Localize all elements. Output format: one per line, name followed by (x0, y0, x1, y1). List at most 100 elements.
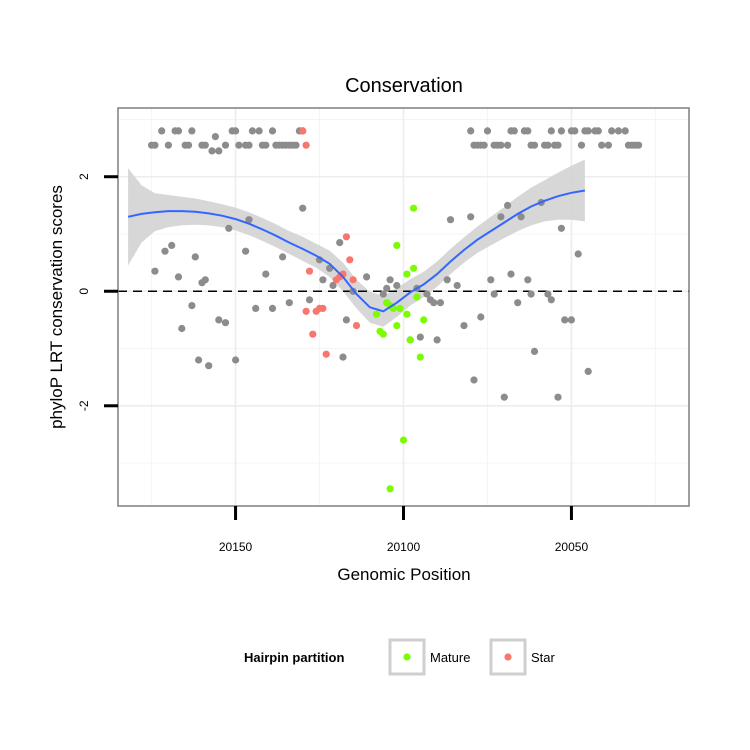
point-other (480, 141, 488, 149)
point-other (621, 127, 629, 135)
point-star (352, 322, 361, 330)
point-other (379, 290, 387, 298)
point-other (423, 290, 431, 298)
point-other (215, 147, 223, 155)
point-other (490, 290, 498, 298)
point-other (151, 267, 159, 275)
legend-label-star: Star (531, 650, 556, 665)
x-axis-title: Genomic Position (337, 565, 470, 584)
point-other (614, 127, 623, 135)
point-other (211, 133, 219, 141)
point-other (571, 127, 579, 135)
point-other (557, 127, 566, 135)
point-other (433, 336, 441, 344)
point-other (208, 147, 216, 155)
point-other (514, 299, 522, 307)
point-other (446, 216, 455, 224)
point-other (547, 296, 555, 304)
point-other (497, 141, 505, 149)
point-other (500, 393, 508, 401)
point-mature (396, 304, 404, 312)
point-mature (373, 310, 381, 318)
point-other (430, 299, 438, 307)
point-other (544, 290, 552, 298)
point-other (221, 319, 230, 327)
point-other (164, 141, 172, 149)
point-star (346, 256, 354, 264)
point-other (184, 141, 193, 149)
point-other (221, 141, 230, 149)
point-mature (410, 264, 418, 272)
point-star (309, 330, 317, 338)
point-mature (393, 241, 401, 249)
y-axis-title: phyloP LRT conservation scores (47, 185, 66, 429)
point-other (201, 276, 209, 284)
legend-swatch-star (504, 653, 512, 661)
point-other (527, 290, 535, 298)
point-mature (420, 316, 428, 324)
x-tick-label: 20150 (219, 540, 253, 554)
point-star (299, 127, 307, 135)
point-other (477, 313, 485, 321)
point-other (242, 247, 250, 255)
point-other (225, 224, 233, 232)
point-other (191, 253, 199, 261)
point-star (305, 267, 314, 275)
point-other (232, 356, 240, 364)
point-other (554, 393, 562, 401)
point-other (504, 201, 512, 209)
point-other (530, 347, 539, 355)
point-other (507, 270, 515, 278)
point-other (188, 127, 196, 135)
point-star (322, 350, 330, 358)
point-mature (413, 293, 421, 301)
legend-entry-star: Star (489, 638, 556, 676)
point-other (574, 250, 582, 258)
x-tick-label: 20100 (387, 540, 421, 554)
point-other (577, 141, 586, 149)
point-mature (403, 310, 411, 318)
point-other (195, 356, 203, 364)
point-other (151, 141, 159, 149)
legend-label-mature: Mature (430, 650, 470, 665)
point-other (386, 276, 394, 284)
point-other (268, 127, 277, 135)
point-other (635, 141, 643, 149)
point-mature (406, 336, 414, 344)
point-other (393, 281, 401, 290)
point-other (168, 241, 176, 249)
point-mature (410, 204, 418, 212)
point-other (443, 276, 451, 284)
point-other (460, 322, 468, 330)
point-other (279, 253, 287, 261)
point-other (268, 304, 277, 312)
point-other (497, 213, 505, 221)
point-other (554, 141, 562, 149)
point-other (245, 141, 253, 149)
point-other (299, 204, 307, 212)
point-mature (386, 485, 394, 493)
legend: Hairpin partition Mature Star (244, 638, 556, 676)
point-other (158, 127, 166, 135)
legend-swatch-mature (403, 653, 411, 661)
point-mature (416, 353, 424, 361)
point-other (174, 273, 183, 281)
point-star (342, 233, 350, 241)
point-other (161, 247, 169, 255)
point-mature (379, 330, 387, 338)
plot-panel (117, 107, 690, 507)
point-other (329, 281, 337, 290)
point-other (467, 127, 475, 135)
point-other (342, 316, 350, 324)
point-other (487, 276, 495, 284)
point-other (255, 127, 263, 135)
point-other (530, 141, 539, 149)
point-other (205, 362, 213, 370)
point-star (319, 304, 327, 312)
point-other (547, 127, 555, 135)
legend-entry-mature: Mature (388, 638, 470, 676)
y-tick-label: 0 (77, 288, 91, 295)
point-other (524, 127, 532, 135)
point-star (349, 276, 357, 284)
